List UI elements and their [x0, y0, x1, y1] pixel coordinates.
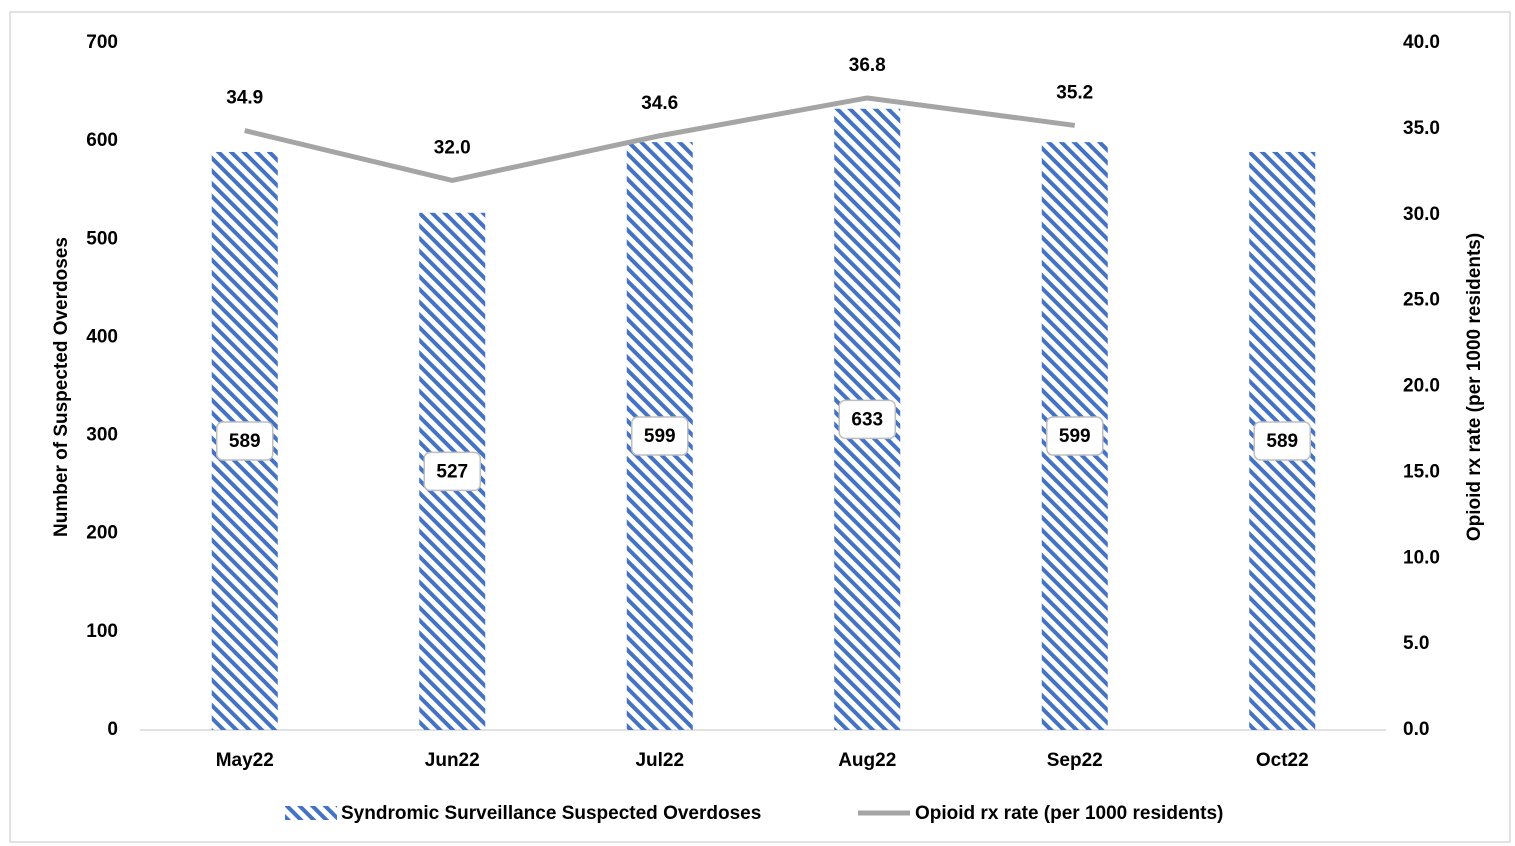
y2-tick-label: 40.0 [1403, 32, 1440, 53]
bar-value-label: 589 [1266, 431, 1298, 452]
y-tick-label: 300 [86, 425, 118, 446]
line-value-label: 32.0 [434, 137, 471, 158]
y-tick-label: 500 [86, 228, 118, 249]
legend-swatch [285, 806, 337, 820]
x-tick-label: Sep22 [1047, 750, 1103, 771]
label-box [1253, 421, 1311, 461]
bar-value-label: 599 [644, 426, 676, 447]
y-tick-label: 400 [86, 326, 118, 347]
y2-tick-label: 30.0 [1403, 204, 1440, 225]
label-box [216, 421, 274, 461]
y2-tick-label: 25.0 [1403, 290, 1440, 311]
label-box [838, 399, 896, 440]
y-tick-label: 700 [86, 32, 118, 53]
label-box [631, 416, 689, 456]
bar-value-label: 589 [229, 431, 261, 452]
bar-value-label: 633 [851, 409, 883, 430]
y2-tick-label: 15.0 [1403, 461, 1440, 482]
y2-tick-label: 5.0 [1403, 633, 1429, 654]
line-value-label: 34.6 [641, 93, 678, 114]
x-tick-label: Oct22 [1256, 750, 1309, 771]
y-tick-label: 600 [86, 130, 118, 151]
y2-tick-label: 10.0 [1403, 547, 1440, 568]
line-value-label: 36.8 [849, 55, 886, 76]
label-box [1046, 416, 1104, 456]
y-tick-label: 100 [86, 621, 118, 642]
label-box [423, 451, 481, 492]
y2-tick-label: 20.0 [1403, 376, 1440, 397]
bar-value-label: 599 [1059, 426, 1091, 447]
line-value-label: 34.9 [226, 88, 263, 109]
x-tick-label: Jun22 [425, 750, 480, 771]
y-tick-label: 0 [107, 719, 118, 740]
line-value-label: 35.2 [1056, 82, 1093, 103]
y2-tick-label: 0.0 [1403, 719, 1429, 740]
x-tick-label: Jul22 [635, 750, 684, 771]
y2-tick-label: 35.0 [1403, 118, 1440, 139]
legend-label: Opioid rx rate (per 1000 residents) [915, 803, 1223, 824]
y-tick-label: 200 [86, 523, 118, 544]
line [244, 95, 1076, 183]
bar-value-label: 527 [436, 461, 468, 482]
y2-axis-title: Opioid rx rate (per 1000 residents) [1464, 233, 1485, 541]
y-axis-title: Number of Suspected Overdoses [51, 237, 72, 537]
x-tick-label: May22 [216, 750, 274, 771]
legend-label: Syndromic Surveillance Suspected Overdos… [341, 803, 761, 824]
x-tick-label: Aug22 [838, 750, 896, 771]
